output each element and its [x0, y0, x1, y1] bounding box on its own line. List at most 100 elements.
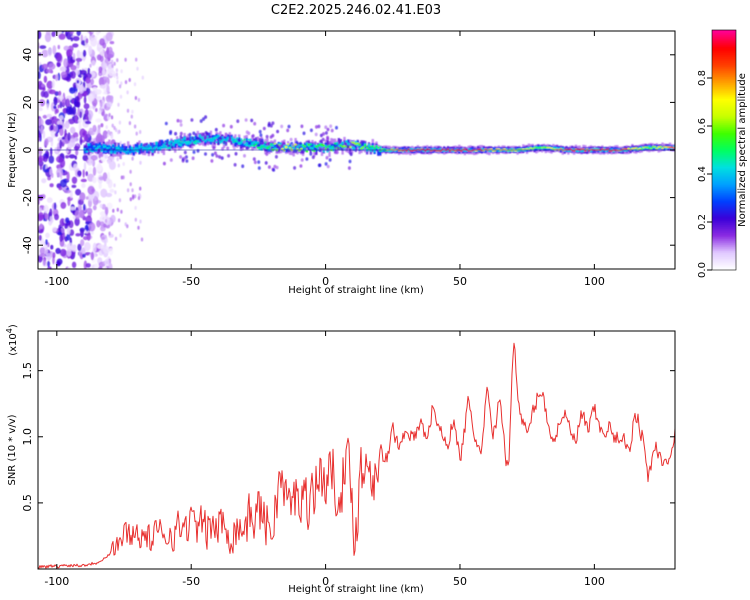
colorbar-segment — [712, 166, 736, 169]
heatmap-noise-blob — [134, 205, 137, 210]
heatmap-ridge-cell — [83, 146, 87, 149]
heatmap-noise-blob — [116, 75, 119, 80]
heatmap-scatter-blob — [246, 146, 250, 150]
heatmap-noise-blob — [103, 76, 108, 80]
heatmap-ridge-cell — [535, 147, 538, 149]
heatmap-ridge-cell — [409, 150, 412, 152]
heatmap-ridge-cell — [642, 147, 645, 150]
colorbar-segment — [712, 56, 736, 59]
heatmap-ridge-cell — [311, 143, 314, 148]
heatmap-noise-blob — [131, 156, 134, 161]
heatmap-noise-blob — [55, 247, 61, 255]
heatmap-noise-blob — [70, 59, 75, 63]
heatmap-noise-blob — [65, 149, 69, 154]
heatmap-scatter-blob — [324, 162, 328, 166]
heatmap-noise-blob — [70, 65, 77, 71]
heatmap-ridge-cell — [525, 148, 529, 150]
heatmap-noise-blob — [58, 33, 66, 40]
heatmap-ridge-cell — [303, 148, 307, 151]
colorbar-segment — [712, 52, 736, 55]
heatmap-scatter-blob — [183, 156, 187, 161]
heatmap-noise-blob — [46, 80, 54, 89]
heatmap-ridge-cell — [239, 140, 243, 145]
colorbar-segment — [712, 68, 736, 71]
y-tick-label: -40 — [21, 236, 34, 254]
colorbar-segment — [712, 246, 736, 249]
heatmap-noise-blob — [38, 31, 42, 40]
heatmap-ridge-cell — [490, 148, 493, 150]
heatmap-ridge-cell — [309, 143, 312, 146]
heatmap-noise-blob — [102, 61, 107, 71]
heatmap-ridge-cell — [497, 148, 500, 150]
heatmap-noise-blob — [40, 125, 44, 135]
heatmap-noise-blob — [111, 123, 114, 128]
heatmap-noise-blob — [110, 95, 114, 104]
heatmap-noise-blob — [90, 155, 98, 161]
heatmap-ridge-cell — [113, 142, 117, 150]
heatmap-ridge-cell — [531, 148, 534, 150]
heatmap-noise-blob — [57, 104, 60, 109]
heatmap-scatter-blob — [317, 124, 321, 129]
heatmap-noise-blob — [126, 90, 129, 95]
heatmap-noise-blob — [73, 145, 80, 151]
heatmap-noise-blob — [78, 84, 85, 94]
heatmap-ridge-cell — [475, 150, 478, 152]
colorbar-segment — [712, 96, 736, 99]
heatmap-noise-blob — [113, 61, 116, 66]
heatmap-ridge-cell — [330, 146, 333, 150]
heatmap-ridge-cell — [648, 145, 651, 148]
heatmap-noise-blob — [44, 213, 49, 221]
heatmap-scatter-blob — [326, 147, 330, 152]
colorbar-segment — [712, 196, 736, 199]
heatmap-noise-blob — [113, 126, 116, 130]
heatmap-ridge-cell — [273, 143, 277, 145]
heatmap-ridge-cell — [328, 141, 331, 148]
heatmap-ridge-cell — [279, 142, 282, 146]
colorbar-segment — [712, 44, 736, 47]
heatmap-ridge-cell — [452, 149, 455, 152]
colorbar-segment — [712, 110, 736, 113]
heatmap-scatter-blob — [253, 121, 257, 126]
heatmap-ridge-cell — [260, 147, 263, 151]
heatmap-ridge-cell — [239, 142, 243, 147]
heatmap-noise-blob — [39, 223, 43, 230]
heatmap-ridge-cell — [145, 145, 149, 148]
heatmap-ridge-cell — [102, 148, 105, 154]
heatmap-scatter-blob — [346, 144, 350, 149]
heatmap-scatter-blob — [324, 125, 328, 129]
heatmap-ridge-cell — [303, 145, 307, 148]
heatmap-noise-blob — [95, 271, 98, 275]
heatmap-noise-blob — [47, 260, 50, 268]
colorbar-segment — [712, 158, 736, 161]
heatmap-scatter-blob — [262, 126, 266, 131]
heatmap-ridge-cell — [192, 137, 196, 142]
heatmap-noise-blob — [43, 91, 49, 98]
heatmap-ridge-cell — [127, 150, 130, 153]
heatmap-ridge-cell — [659, 145, 662, 148]
heatmap-noise-blob — [72, 25, 76, 30]
heatmap-noise-blob — [114, 190, 117, 195]
heatmap-ridge-cell — [668, 146, 672, 148]
heatmap-noise-blob — [85, 77, 91, 84]
colorbar-segment — [712, 174, 736, 177]
heatmap-noise-blob — [124, 80, 128, 85]
heatmap-noise-blob — [96, 118, 102, 123]
heatmap-scatter-blob — [349, 142, 353, 146]
heatmap-ridge-cell — [480, 149, 484, 152]
heatmap-scatter-blob — [243, 154, 246, 158]
heatmap-ridge-cell — [164, 142, 167, 149]
heatmap-ridge-cell — [251, 142, 254, 146]
heatmap-noise-blob — [136, 66, 139, 71]
heatmap-ridge-cell — [301, 144, 305, 149]
y-tick-label: 0.5 — [21, 494, 34, 512]
heatmap-ridge-cell — [542, 146, 546, 149]
heatmap-scatter-blob — [348, 150, 352, 155]
heatmap-ridge-cell — [117, 146, 120, 151]
heatmap-scatter-blob — [232, 146, 236, 150]
colorbar-segment — [712, 42, 736, 45]
heatmap-noise-blob — [104, 206, 109, 215]
heatmap-ridge-cell — [345, 146, 348, 148]
heatmap-noise-blob — [62, 138, 70, 145]
heatmap-noise-blob — [64, 120, 70, 129]
heatmap-ridge-cell — [335, 142, 339, 147]
